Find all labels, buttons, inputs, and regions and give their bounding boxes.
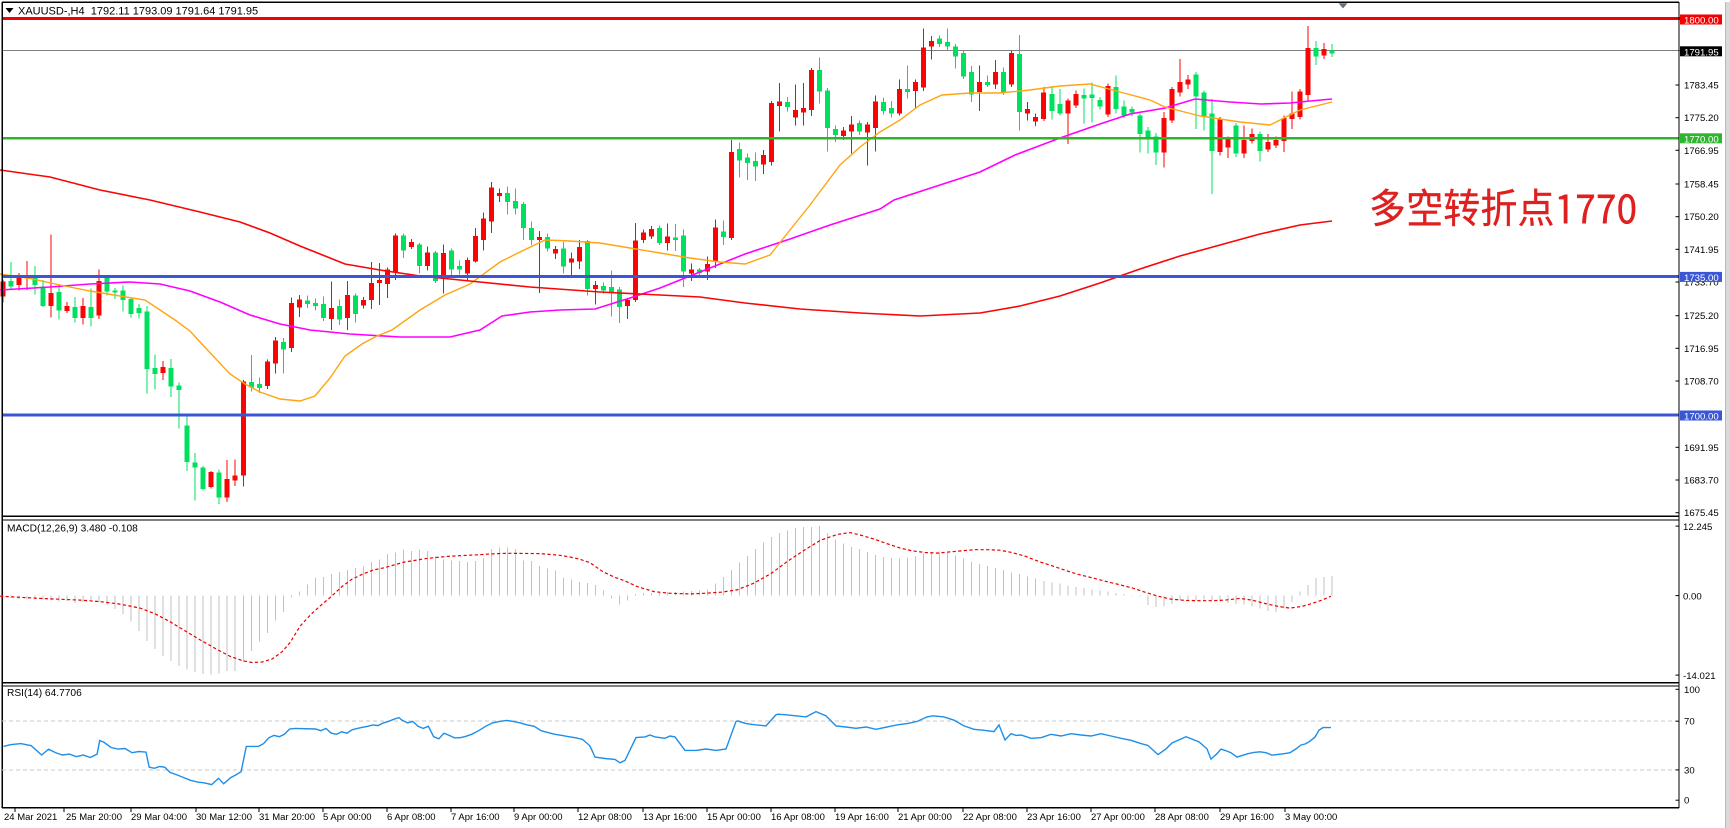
svg-text:1791.95: 1791.95: [1684, 47, 1719, 58]
svg-text:1750.20: 1750.20: [1684, 212, 1719, 223]
svg-text:XAUUSD-,H4 1792.11 1793.09 17: XAUUSD-,H4 1792.11 1793.09 1791.64 1791.…: [18, 6, 258, 18]
svg-text:70: 70: [1684, 717, 1695, 728]
svg-text:6 Apr 08:00: 6 Apr 08:00: [387, 812, 436, 823]
svg-text:1800.00: 1800.00: [1684, 16, 1719, 27]
svg-text:5 Apr 00:00: 5 Apr 00:00: [323, 812, 372, 823]
svg-text:100: 100: [1684, 685, 1700, 696]
svg-text:29 Apr 16:00: 29 Apr 16:00: [1220, 812, 1274, 823]
svg-text:16 Apr 08:00: 16 Apr 08:00: [771, 812, 825, 823]
svg-text:12 Apr 08:00: 12 Apr 08:00: [578, 812, 632, 823]
svg-text:31 Mar 20:00: 31 Mar 20:00: [259, 812, 315, 823]
svg-text:1766.95: 1766.95: [1684, 146, 1719, 157]
svg-text:13 Apr 16:00: 13 Apr 16:00: [643, 812, 697, 823]
svg-text:22 Apr 08:00: 22 Apr 08:00: [963, 812, 1017, 823]
svg-text:MACD(12,26,9) 3.480 -0.108: MACD(12,26,9) 3.480 -0.108: [7, 524, 138, 535]
svg-text:1675.45: 1675.45: [1684, 508, 1719, 519]
svg-text:30 Mar 12:00: 30 Mar 12:00: [196, 812, 252, 823]
svg-text:1691.95: 1691.95: [1684, 443, 1719, 454]
svg-text:28 Apr 08:00: 28 Apr 08:00: [1155, 812, 1209, 823]
svg-text:19 Apr 16:00: 19 Apr 16:00: [835, 812, 889, 823]
svg-text:9 Apr 00:00: 9 Apr 00:00: [514, 812, 563, 823]
svg-text:15 Apr 00:00: 15 Apr 00:00: [707, 812, 761, 823]
svg-text:1725.20: 1725.20: [1684, 311, 1719, 322]
svg-text:1716.95: 1716.95: [1684, 344, 1719, 355]
svg-text:1708.70: 1708.70: [1684, 377, 1719, 388]
svg-text:21 Apr 00:00: 21 Apr 00:00: [898, 812, 952, 823]
svg-text:1775.20: 1775.20: [1684, 113, 1719, 124]
svg-text:0.00: 0.00: [1683, 592, 1702, 603]
svg-text:1758.45: 1758.45: [1684, 180, 1719, 191]
svg-text:12.245: 12.245: [1683, 522, 1712, 533]
svg-text:0: 0: [1684, 796, 1689, 807]
svg-text:1770.00: 1770.00: [1684, 134, 1719, 145]
svg-text:30: 30: [1684, 765, 1695, 776]
svg-text:27 Apr 00:00: 27 Apr 00:00: [1091, 812, 1145, 823]
svg-text:1733.70: 1733.70: [1684, 278, 1719, 289]
svg-text:1735.00: 1735.00: [1684, 273, 1719, 284]
svg-text:1783.45: 1783.45: [1684, 81, 1719, 92]
svg-text:23 Apr 16:00: 23 Apr 16:00: [1027, 812, 1081, 823]
svg-text:3 May 00:00: 3 May 00:00: [1285, 812, 1337, 823]
svg-text:24 Mar 2021: 24 Mar 2021: [4, 812, 57, 823]
svg-text:25 Mar 20:00: 25 Mar 20:00: [66, 812, 122, 823]
svg-text:1683.70: 1683.70: [1684, 476, 1719, 487]
svg-text:RSI(14) 64.7706: RSI(14) 64.7706: [7, 688, 82, 699]
svg-text:7 Apr 16:00: 7 Apr 16:00: [451, 812, 500, 823]
svg-text:1700.00: 1700.00: [1684, 412, 1719, 423]
svg-text:-14.021: -14.021: [1683, 671, 1716, 682]
svg-text:29 Mar 04:00: 29 Mar 04:00: [131, 812, 187, 823]
svg-text:1741.95: 1741.95: [1684, 245, 1719, 256]
